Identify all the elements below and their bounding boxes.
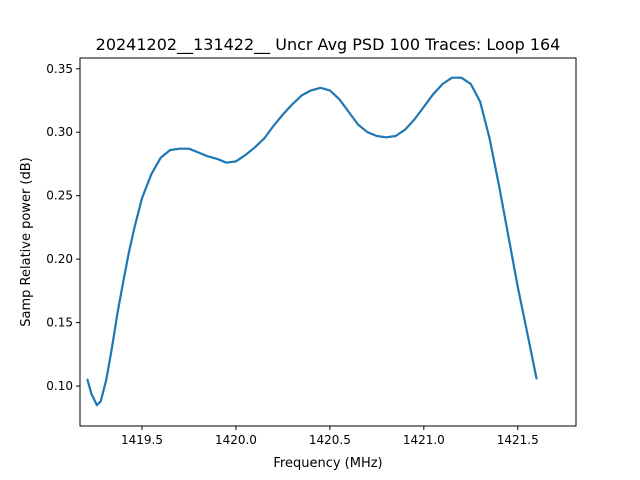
series-group (86, 76, 538, 407)
x-tick-label: 1420.5 (309, 433, 351, 447)
x-axis-ticks: 1419.5 1420.0 1420.5 1421.0 1421.5 (121, 426, 539, 447)
y-tick-label: 0.20 (46, 252, 73, 266)
y-tick-label: 0.10 (46, 379, 73, 393)
x-tick-label: 1420.0 (215, 433, 257, 447)
y-tick-label: 0.35 (46, 62, 73, 76)
y-tick-label: 0.15 (46, 316, 73, 330)
x-tick-label: 1421.5 (497, 433, 539, 447)
x-tick-label: 1421.0 (403, 433, 445, 447)
y-axis-ticks: 0.10 0.15 0.20 0.25 0.30 0.35 (46, 62, 80, 393)
plot-frame (79, 57, 577, 427)
plot-area (79, 57, 577, 427)
y-tick-label: 0.25 (46, 189, 73, 203)
x-tick-label: 1419.5 (121, 433, 163, 447)
series-line (86, 76, 538, 407)
x-axis-label: Frequency (MHz) (273, 456, 382, 471)
chart-title: 20241202__131422__ Uncr Avg PSD 100 Trac… (96, 35, 561, 55)
y-tick-label: 0.30 (46, 125, 73, 139)
y-axis-label: Samp Relative power (dB) (19, 157, 34, 326)
